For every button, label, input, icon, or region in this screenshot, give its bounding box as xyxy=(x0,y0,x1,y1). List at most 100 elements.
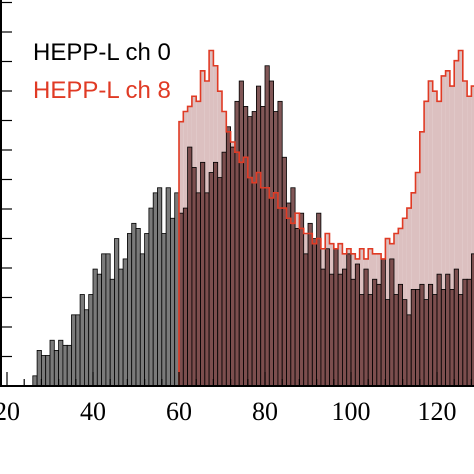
ch0-bar-94 xyxy=(324,248,330,387)
ch0-bar-122 xyxy=(445,273,451,387)
ch8-bar-124 xyxy=(454,60,459,387)
ch0-bar-41 xyxy=(96,273,103,387)
ch0-bar-117 xyxy=(423,299,429,387)
ch8-bar-118 xyxy=(428,81,433,386)
ch0-bar-109 xyxy=(389,258,395,387)
ch0-bar-108 xyxy=(384,299,391,387)
ch0-bar-113 xyxy=(406,314,412,387)
ch0-bar-116 xyxy=(419,283,425,387)
ch0-bar-49 xyxy=(131,222,137,387)
ch8-bar-123 xyxy=(449,86,455,386)
ch0-bar-124 xyxy=(453,268,459,387)
ch0-bar-67 xyxy=(208,172,214,387)
ch0-bar-52 xyxy=(144,233,150,387)
ch0-bar-40 xyxy=(92,268,98,387)
ch0-bar-51 xyxy=(139,253,146,387)
ch0-bar-103 xyxy=(363,268,369,387)
ch0-bar-87 xyxy=(294,228,300,387)
ch0-bar-115 xyxy=(415,289,421,387)
ch0-bar-95 xyxy=(329,273,335,387)
ch0-bar-104 xyxy=(367,294,373,387)
ch0-bar-31 xyxy=(53,350,59,387)
ch0-bar-119 xyxy=(432,294,438,387)
x-tick-label-120: 120 xyxy=(418,397,457,426)
ch0-bar-90 xyxy=(307,222,313,387)
ch0-bar-42 xyxy=(101,253,107,387)
x-tick-label-40: 40 xyxy=(80,397,106,426)
ch0-bar-48 xyxy=(127,233,133,387)
ch0-bar-100 xyxy=(350,278,356,387)
ch0-bar-96 xyxy=(333,248,339,387)
ch0-bar-69 xyxy=(217,177,223,387)
ch8-bar-119 xyxy=(432,91,437,387)
ch0-bar-33 xyxy=(62,344,68,387)
ch8-bar-122 xyxy=(445,70,450,386)
ch0-bar-89 xyxy=(303,253,309,387)
ch0-bar-27 xyxy=(36,350,42,387)
ch0-bar-114 xyxy=(410,289,416,387)
ch0-bar-74 xyxy=(238,80,244,387)
ch0-bar-46 xyxy=(118,268,124,387)
ch0-bar-28 xyxy=(41,355,47,387)
ch8-bar-127 xyxy=(467,96,472,386)
ch0-bar-38 xyxy=(84,309,90,387)
ch0-bar-81 xyxy=(268,80,274,387)
ch8-bar-117 xyxy=(424,101,429,386)
ch0-bar-58 xyxy=(169,217,176,387)
ch8-bar-115 xyxy=(415,172,420,386)
ch0-bar-50 xyxy=(135,228,141,387)
ch0-bar-72 xyxy=(230,146,236,387)
ch0-bar-55 xyxy=(157,187,163,387)
legend-entry-ch8: HEPP-L ch 8 xyxy=(33,77,171,104)
ch0-bar-127 xyxy=(466,278,472,387)
ch0-bar-37 xyxy=(79,294,85,387)
legend: HEPP-L ch 0 HEPP-L ch 8 xyxy=(33,39,171,104)
x-tick-label-80: 80 xyxy=(252,397,278,426)
ch8-bar-128 xyxy=(471,86,474,386)
ch0-bar-61 xyxy=(182,207,189,387)
ch0-bar-68 xyxy=(212,161,219,387)
ch8-bar-126 xyxy=(462,81,468,386)
ch0-bar-82 xyxy=(273,111,279,387)
ch0-bar-71 xyxy=(225,126,232,387)
ch0-bar-57 xyxy=(165,187,171,387)
ch0-bar-26 xyxy=(32,375,38,387)
legend-entry-ch0: HEPP-L ch 0 xyxy=(33,39,171,66)
ch8-bar-125 xyxy=(458,50,463,386)
ch0-bar-98 xyxy=(341,268,348,387)
ch0-bar-70 xyxy=(221,151,227,387)
x-tick-label-100: 100 xyxy=(332,397,371,426)
ch0-bar-84 xyxy=(281,156,287,387)
ch0-bar-35 xyxy=(71,314,77,387)
ch0-bar-44 xyxy=(109,278,115,387)
ch0-bar-30 xyxy=(49,339,55,387)
ch0-bar-53 xyxy=(148,207,154,387)
ch0-bar-29 xyxy=(45,355,51,387)
ch0-bar-85 xyxy=(286,202,292,387)
ch0-bar-120 xyxy=(436,273,442,387)
ch0-bar-45 xyxy=(114,238,120,387)
ch0-bar-88 xyxy=(298,212,305,387)
ch0-bar-34 xyxy=(66,344,72,387)
ch0-bar-47 xyxy=(122,258,128,387)
ch8-bar-120 xyxy=(437,101,442,386)
ch0-bar-99 xyxy=(346,253,352,387)
ch0-bar-54 xyxy=(152,192,158,387)
ch0-bar-66 xyxy=(204,192,210,387)
ch0-bar-110 xyxy=(393,294,399,387)
ch0-bar-125 xyxy=(458,294,464,387)
ch0-bar-123 xyxy=(449,289,455,387)
series-ch8-outline xyxy=(178,49,474,386)
ch0-bar-107 xyxy=(380,258,386,387)
ch0-bar-83 xyxy=(277,100,283,387)
ch0-bar-64 xyxy=(195,192,201,387)
ch0-bar-126 xyxy=(462,278,468,387)
ch0-bar-63 xyxy=(191,167,197,387)
ch0-bar-43 xyxy=(105,253,111,387)
ch0-bar-79 xyxy=(260,106,266,387)
ch0-bar-111 xyxy=(397,283,403,387)
ch0-bar-93 xyxy=(320,268,326,387)
ch0-bar-112 xyxy=(402,299,408,387)
ch0-bar-106 xyxy=(376,283,382,387)
